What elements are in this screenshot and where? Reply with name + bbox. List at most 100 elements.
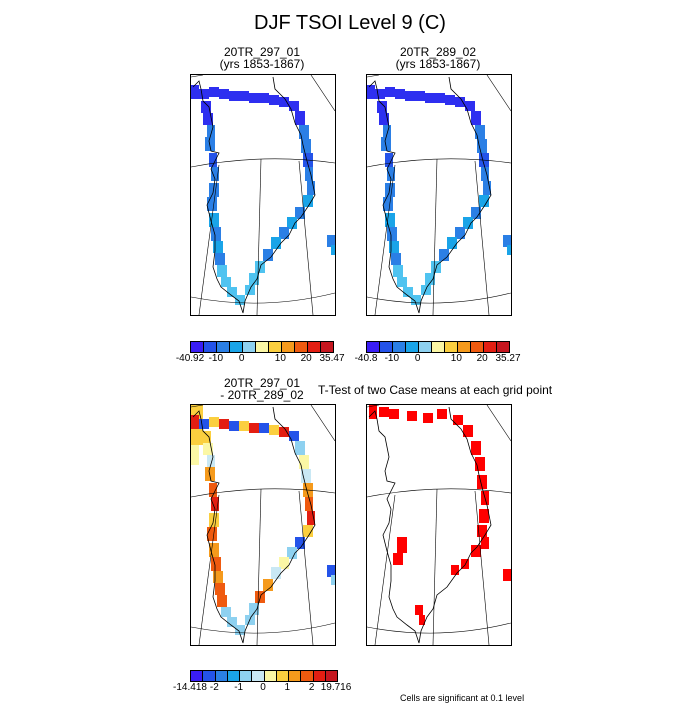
grid-cell [249,423,259,433]
colorbar-swatch [243,342,256,352]
grid-cell [249,93,259,103]
grid-cell [387,227,397,241]
panel-3-colorbar [190,670,338,682]
grid-cell [229,421,239,431]
grid-cell [207,455,215,467]
panel-3-map [190,404,336,646]
longitude-line [310,75,335,112]
grid-cell [447,237,457,249]
grid-cell [463,425,473,437]
longitude-line [367,405,380,408]
panel-2-colorbar [366,341,510,353]
grid-cell [475,125,485,139]
longitude-line [198,164,220,315]
colorbar-swatch [497,342,509,352]
grid-cell [407,411,417,421]
panel-3-svg [191,405,335,645]
grid-cell [391,253,401,265]
colorbar-tick-label: 1 [284,682,291,693]
panel-2-title-line2: (yrs 1853-1867) [395,57,481,71]
grid-cell [279,97,289,107]
grid-cell [403,287,413,297]
colorbar-tick-label: -40.92 [175,353,205,364]
latitude-line [191,292,335,304]
colorbar-swatch [230,342,243,352]
grid-cell [221,607,231,617]
grid-cell [209,513,219,527]
grid-cell [289,431,299,441]
colorbar-swatch [252,671,265,681]
grid-cell [477,475,487,489]
grid-cell [367,85,375,99]
colorbar-swatch [367,342,380,352]
panel-3-title-line1: 20TR_297_01 [223,376,301,390]
colorbar-tick-label: -1 [234,682,244,693]
grid-cell [435,93,445,103]
colorbar-swatch [269,342,282,352]
grid-cell [375,89,385,99]
colorbar-tick-label: -40.8 [354,353,378,364]
panel-3-title: 20TR_297_01 - 20TR_289_02 [190,377,334,401]
grid-cell [201,431,211,443]
latitude-line [367,622,511,634]
grid-cell [255,261,265,273]
panel-2-map [366,74,512,316]
colorbar-swatch [289,671,302,681]
grid-cell [431,261,441,273]
colorbar-tick-label: 0 [238,353,245,364]
grid-cell [453,415,463,425]
grid-cell [199,419,209,429]
grid-cell [279,227,289,239]
grid-cell [211,557,221,571]
grid-cell [279,427,289,437]
grid-cell [209,417,219,427]
grid-cell [255,591,265,603]
colorbar-swatch [282,342,295,352]
panel-2-title-line1: 20TR_289_02 [399,45,477,59]
grid-cell [207,527,217,541]
colorbar-swatch [393,342,406,352]
grid-cell [385,87,395,97]
grid-cell [415,91,425,101]
longitude-line [198,494,220,645]
longitude-line [374,164,396,315]
colorbar-swatch [458,342,471,352]
colorbar-swatch [380,342,393,352]
colorbar-swatch [217,342,230,352]
colorbar-tick-label: 35.47 [319,353,345,364]
grid-cell [239,91,249,101]
grid-cell [307,181,315,195]
longitude-line [367,75,380,78]
colorbar-swatch [295,342,308,352]
grid-cell [393,265,403,277]
grid-cell [211,227,221,241]
grid-cell [259,423,269,433]
grid-cell [455,227,465,239]
grid-cell [295,111,305,125]
colorbar-swatch [264,671,277,681]
grid-cell [411,295,421,305]
grid-cell [477,139,487,153]
grid-cell [439,249,449,261]
grid-cell [219,419,229,429]
grid-cell [327,565,335,577]
grid-cell [475,457,485,471]
grid-cell [209,87,219,97]
colorbar-swatch [432,342,445,352]
grid-cell [507,245,511,255]
colorbar-swatch [406,342,419,352]
longitude-line [298,490,314,645]
grid-cell [211,497,219,511]
colorbar-tick-label: -10 [208,353,224,364]
longitude-line [191,75,204,78]
grid-cell [295,441,305,455]
grid-cell [289,101,299,111]
grid-cell [327,235,335,247]
grid-cell [213,571,223,583]
grid-cell [387,167,395,181]
grid-cell [209,483,217,497]
grid-cell [455,97,465,107]
grid-cell [299,125,309,139]
colorbar-tick-label: 20 [476,353,488,364]
colorbar-swatch [313,671,326,681]
